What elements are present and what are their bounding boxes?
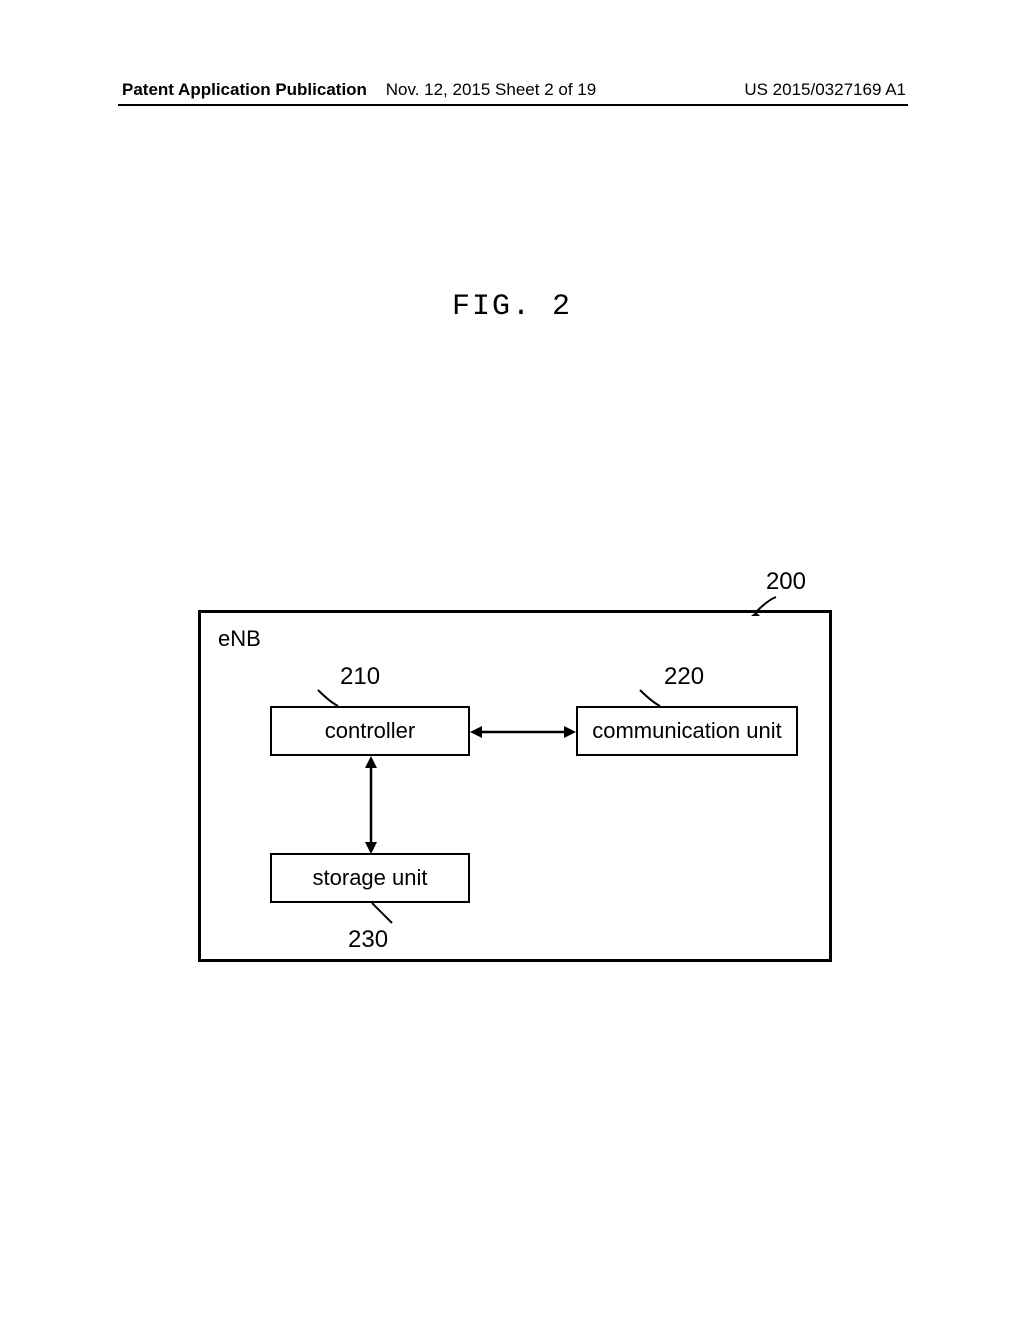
ref-number-230: 230 (348, 926, 388, 954)
block-diagram: 200 eNB 210 220 controller communication… (198, 568, 832, 962)
header-divider (118, 104, 908, 106)
header-date-sheet: Nov. 12, 2015 Sheet 2 of 19 (386, 80, 596, 100)
header-publication: Patent Application Publication (122, 80, 367, 100)
arrow-controller-storage (362, 756, 380, 854)
storage-label: storage unit (313, 865, 428, 891)
ref-number-220: 220 (664, 663, 704, 691)
communication-label: communication unit (592, 718, 782, 744)
enb-label: eNB (218, 626, 261, 652)
leader-line-230 (368, 903, 398, 927)
leader-line-210 (314, 688, 344, 708)
communication-block: communication unit (576, 706, 798, 756)
arrow-controller-communication (470, 723, 576, 741)
ref-number-210: 210 (340, 663, 380, 691)
storage-block: storage unit (270, 853, 470, 903)
enb-container (198, 610, 832, 962)
leader-line-220 (636, 688, 666, 708)
page-header: Patent Application Publication Nov. 12, … (0, 80, 1024, 100)
header-patent-number: US 2015/0327169 A1 (744, 80, 906, 100)
controller-label: controller (325, 718, 415, 744)
controller-block: controller (270, 706, 470, 756)
ref-number-200: 200 (766, 568, 806, 596)
figure-label: FIG. 2 (452, 290, 572, 324)
